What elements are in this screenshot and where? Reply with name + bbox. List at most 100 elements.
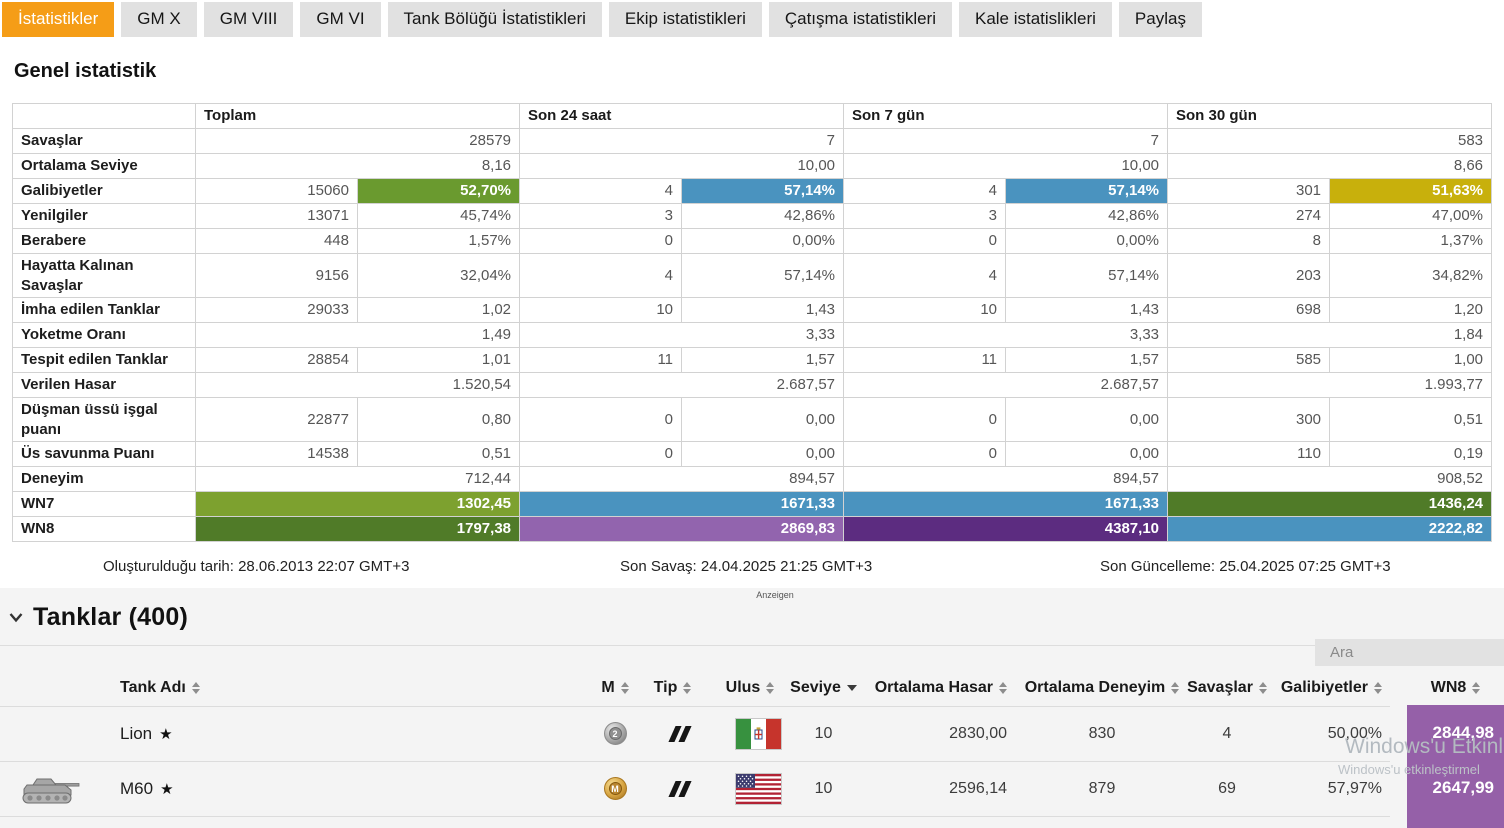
- stats-row-damage: Verilen Hasar 1.520,54 2.687,57 2.687,57…: [12, 372, 1493, 398]
- italy-flag-icon: [735, 718, 781, 749]
- tank-name[interactable]: M60 ★: [120, 778, 174, 798]
- tier-cell: 10: [814, 724, 833, 742]
- battles-cell: 4: [1222, 724, 1232, 742]
- stats-header-24h: Son 24 saat: [519, 103, 845, 129]
- table-row[interactable]: M60 ★ M 10 2596,14 879: [0, 760, 1504, 816]
- tab-gm-viii[interactable]: GM VIII: [203, 2, 294, 37]
- avg-damage-cell: 2596,14: [949, 779, 1007, 797]
- search-input[interactable]: [1315, 639, 1504, 666]
- windows-activation-watermark-sub: Windows'u etkinleştirmel: [1338, 762, 1480, 777]
- wins-cell: 57,97%: [1327, 779, 1382, 797]
- stats-header-7d: Son 7 gün: [843, 103, 1169, 129]
- tab-gm-vi[interactable]: GM VI: [300, 2, 381, 37]
- stats-row-avg-tier: Ortalama Seviye 8,16 10,00 10,00 8,66: [12, 153, 1493, 179]
- sort-icon: [766, 682, 775, 694]
- mastery-cell: 2: [590, 722, 640, 745]
- general-stats-table: Toplam Son 24 saat Son 7 gün Son 30 gün …: [12, 103, 1493, 542]
- medium-tank-icon: [667, 725, 692, 742]
- ad-label: Anzeigen: [756, 590, 794, 600]
- avg-xp-cell: 879: [1088, 779, 1116, 797]
- tank-image: [0, 771, 100, 807]
- usa-flag-icon: [735, 773, 781, 804]
- tab-paylas[interactable]: Paylaş: [1118, 2, 1202, 37]
- stats-row-defense-points: Üs savunma Puanı 14538 0,51 0 0,00 0 0,0…: [12, 441, 1493, 467]
- mastery-cell: M: [590, 777, 640, 800]
- tab-ekip[interactable]: Ekip istatistikleri: [608, 2, 762, 37]
- avg-xp-cell: 830: [1088, 724, 1116, 742]
- chevron-down-icon: [9, 613, 23, 623]
- tab-istatistikler[interactable]: İstatistikler: [2, 2, 115, 37]
- type-cell: [640, 780, 705, 797]
- tanks-title: Tanklar (400): [33, 603, 188, 631]
- page-title: Genel istatistik: [14, 60, 157, 82]
- sort-icon: [191, 682, 200, 694]
- stats-row-wn7: WN7 1302,45 1671,33 1671,33 1436,24: [12, 491, 1493, 517]
- stats-row-destroyed: İmha edilen Tanklar 29033 1,02 10 1,43 1…: [12, 297, 1493, 323]
- sort-icon: [683, 682, 692, 694]
- tank-silhouette-icon: [22, 778, 80, 803]
- mastery-badge-m-icon: M: [603, 777, 627, 800]
- medium-tank-icon: [667, 780, 692, 797]
- col-tier[interactable]: Seviye: [790, 679, 857, 697]
- tab-kale[interactable]: Kale istatislikleri: [958, 2, 1112, 37]
- stats-row-losses: Yenilgiler 13071 45,74% 3 42,86% 3 42,86…: [12, 203, 1493, 229]
- last-battle-date: Son Savaş: 24.04.2025 21:25 GMT+3: [620, 558, 873, 575]
- stats-header-empty: [12, 103, 196, 129]
- col-avg-damage[interactable]: Ortalama Hasar: [852, 679, 1012, 697]
- stats-row-draws: Berabere 448 1,57% 0 0,00% 0 0,00% 8 1,3…: [12, 228, 1493, 254]
- windows-activation-watermark: Windows'u Etkinleş: [1345, 735, 1504, 758]
- stats-row-capture-points: Düşman üssü işgal puanı 22877 0,80 0 0,0…: [12, 397, 1493, 442]
- stats-row-survived: Hayatta Kalınan Savaşlar 9156 32,04% 4 5…: [12, 253, 1493, 298]
- premium-star-icon: ★: [159, 725, 173, 743]
- tab-catisma[interactable]: Çatışma istatistikleri: [768, 2, 952, 37]
- type-cell: [640, 725, 705, 742]
- wn8-cell: 2647,99: [1407, 760, 1504, 816]
- mastery-badge-2-icon: 2: [603, 722, 627, 745]
- battles-cell: 69: [1218, 779, 1236, 797]
- col-type[interactable]: Tip: [640, 679, 705, 697]
- tanks-table-header: Tank Adı M Tip Ulus Seviye Ortalama Hasa…: [0, 670, 1504, 706]
- tab-tank-bolugu[interactable]: Tank Bölüğü İstatistikleri: [387, 2, 602, 37]
- stats-row-battles: Savaşlar 28579 7 7 583: [12, 128, 1493, 154]
- sort-icon: [620, 682, 629, 694]
- sort-icon: [1472, 682, 1481, 694]
- tanks-table: Tank Adı M Tip Ulus Seviye Ortalama Hasa…: [0, 670, 1504, 828]
- nation-cell: [705, 718, 795, 749]
- col-wn8[interactable]: WN8: [1407, 679, 1504, 697]
- sort-desc-icon: [846, 685, 857, 691]
- stats-row-spotted: Tespit edilen Tanklar 28854 1,01 11 1,57…: [12, 347, 1493, 373]
- wn8-cell: [1407, 815, 1504, 828]
- stats-row-wn8: WN8 1797,38 2869,83 4387,10 2222,82: [12, 516, 1493, 542]
- tanks-section-header[interactable]: Tanklar (400): [8, 603, 188, 632]
- wn8-cell: 2844,98: [1407, 705, 1504, 761]
- section-divider: [0, 645, 1504, 646]
- premium-star-icon: ★: [160, 780, 174, 798]
- created-date: Oluşturulduğu tarih: 28.06.2013 22:07 GM…: [103, 558, 410, 575]
- nation-cell: [705, 773, 795, 804]
- col-wins[interactable]: Galibiyetler: [1262, 679, 1390, 697]
- sort-icon: [1258, 682, 1267, 694]
- stats-header-total: Toplam: [194, 103, 521, 129]
- sort-icon: [1374, 682, 1382, 694]
- table-row[interactable]: [0, 815, 1504, 828]
- col-mastery[interactable]: M: [590, 679, 640, 697]
- col-tank-name[interactable]: Tank Adı: [100, 679, 590, 697]
- sort-icon: [1171, 682, 1180, 694]
- tab-gm-x[interactable]: GM X: [121, 2, 197, 37]
- tier-cell: 10: [814, 779, 833, 797]
- last-update-date: Son Güncelleme: 25.04.2025 07:25 GMT+3: [1100, 558, 1391, 575]
- avg-damage-cell: 2830,00: [949, 724, 1007, 742]
- tab-bar: İstatistikler GM X GM VIII GM VI Tank Bö…: [2, 2, 1202, 37]
- tank-name[interactable]: Lion ★: [120, 723, 173, 743]
- sort-icon: [999, 682, 1007, 694]
- stats-header-30d: Son 30 gün: [1167, 103, 1493, 129]
- stats-header-row: Toplam Son 24 saat Son 7 gün Son 30 gün: [12, 103, 1493, 129]
- stats-row-wins: Galibiyetler 15060 52,70% 4 57,14% 4 57,…: [12, 178, 1493, 204]
- col-battles[interactable]: Savaşlar: [1187, 679, 1267, 697]
- wins-cell: 50,00%: [1327, 724, 1382, 742]
- stats-row-experience: Deneyim 712,44 894,57 894,57 908,52: [12, 466, 1493, 492]
- col-nation[interactable]: Ulus: [705, 679, 795, 697]
- col-avg-xp[interactable]: Ortalama Deneyim: [1012, 679, 1192, 697]
- table-row[interactable]: Lion ★ 2 10 2830,00 830 4 50,00% 2844,98: [0, 705, 1504, 761]
- stats-row-kill-ratio: Yoketme Oranı 1,49 3,33 3,33 1,84: [12, 322, 1493, 348]
